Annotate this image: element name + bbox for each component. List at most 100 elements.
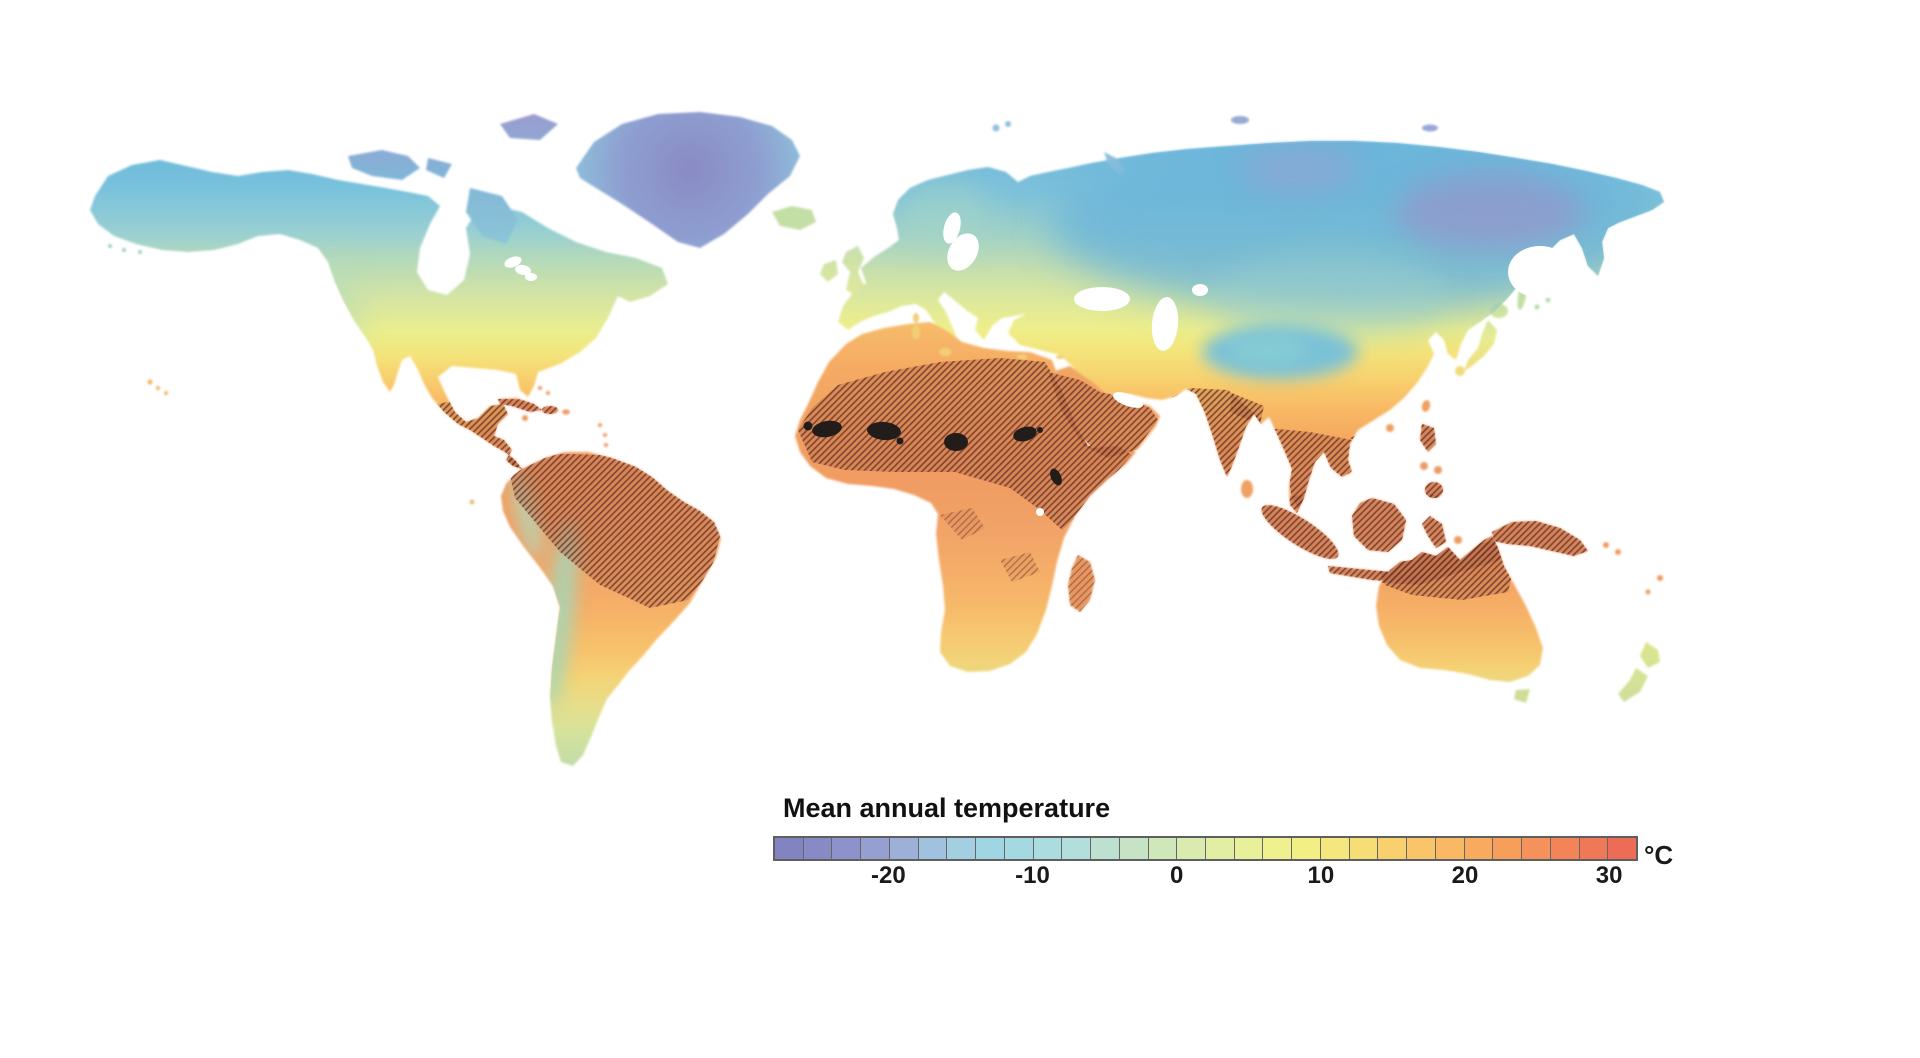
corsica-island [913,313,919,323]
kyushu-island [1455,366,1465,376]
gulf-of-bothnia [943,212,961,244]
colorbar-segment [1435,838,1465,859]
kuril-island [1545,297,1551,303]
dark-patch [1013,426,1037,442]
colorbar-segment [1148,838,1178,859]
hawaii-island [164,391,168,395]
canadian-arctic-islands [348,114,558,244]
dark-patch [944,433,968,451]
crete-island [1017,354,1027,360]
north-island [1640,642,1660,668]
aral-sea [1192,284,1208,296]
tibet-cold-overlay-core [1228,334,1308,366]
colorbar-segment [1177,838,1207,859]
ireland-landmass [820,260,838,282]
legend-title: Mean annual temperature [783,793,1111,823]
cyprus-island [1056,355,1064,359]
honshu-island [1464,320,1497,371]
colorbar-segment [1493,838,1523,859]
bahamas-island [546,391,550,395]
dark-patch [1037,427,1043,433]
colorbar-tick-label: -10 [1015,862,1050,889]
philippine-island [1420,462,1428,470]
northeast-siberia-purple-overlay [1395,174,1585,250]
bahamas-island [538,386,542,390]
colorbar-segment [918,838,948,859]
hawaii-island [147,379,153,385]
mediterranean-islands [912,313,1064,360]
philippine-island [1434,466,1442,474]
colorbar-segment [1320,838,1350,859]
jamaica-island [522,415,528,421]
hatch-arabia [1048,372,1158,458]
caribbean-islands [498,386,608,447]
australia-landmass [1376,536,1543,682]
moluccas-island [1454,536,1462,544]
mongolia-cool-overlay [1210,253,1450,337]
colorbar-tick-label: -20 [870,862,906,889]
greenland-landmass [576,112,800,248]
great-lake [525,273,537,281]
taymyr-purple-overlay [1240,145,1360,195]
dark-patch [803,421,813,431]
black-sea [1074,287,1130,311]
aleutian-island [138,250,142,254]
colorbar-segment [1234,838,1264,859]
colorbar-unit-label: °C [1644,840,1674,870]
colorbar-segment [1349,838,1379,859]
sea-of-okhotsk [1508,246,1572,298]
dark-patch [896,437,904,445]
great-lake [504,256,522,268]
great-lake [515,264,531,276]
colorbar-segment [1033,838,1063,859]
aleutian-island [122,248,126,252]
sri-lanka-island [1241,480,1253,498]
colorbar-segment [832,838,862,859]
colorbar-segment [1119,838,1149,859]
dark-patch [812,420,842,438]
colorbar-tick-label: 10 [1307,862,1335,889]
galapagos-island [469,499,475,505]
colorbar-segment [1608,838,1637,859]
great-britain-landmass [842,246,864,296]
vanuatu-island [1645,589,1651,595]
colorbar-segment [1062,838,1092,859]
colorbar-segment [1407,838,1436,859]
puerto-rico-island [562,409,570,415]
kuril-island [1534,304,1540,310]
scandinavia-cool-overlay [897,179,993,251]
hatch-zambezi-patch [1000,552,1040,582]
lake-winnipeg [444,244,452,260]
colorbar-segment [1464,838,1494,859]
antilles-island [604,443,608,447]
antilles-island [598,423,602,427]
colorbar-segment [947,838,977,859]
colorbar-segment [1292,838,1321,859]
dark-patch [867,421,901,441]
colorbar-segment [775,838,804,859]
interior-seas-and-lakes [444,212,1572,516]
colorbar-segment [1263,838,1293,859]
hatch-madagascar [1065,555,1098,615]
colorbar-tick-label: 0 [1169,862,1184,889]
hatch-indochina [1268,428,1358,515]
tasmania-landmass [1514,689,1530,703]
south-island [1618,668,1648,702]
hatch-congo-patch [940,508,985,540]
hatch-philippines [1408,418,1448,505]
persian-gulf [1112,392,1144,408]
baltic-sea [947,233,979,271]
hatch-south-america [505,452,722,608]
rockies-cool-overlay [302,260,358,376]
antilles-island [603,433,607,437]
taiwan-island [1421,400,1431,412]
aleutian-island [108,244,112,248]
colorbar-segment [803,838,833,859]
north-america-landmass [90,160,668,469]
colorbar-segment [1004,838,1034,859]
hokkaido-island [1490,304,1508,318]
sahel-dark-patches [803,420,1062,486]
colorbar-segment [1091,838,1120,859]
